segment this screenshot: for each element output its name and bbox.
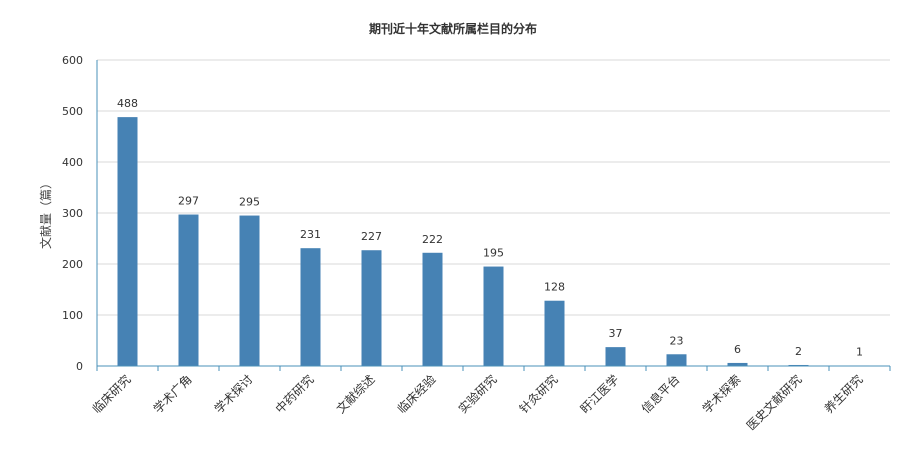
bar bbox=[300, 248, 321, 366]
bar bbox=[544, 300, 565, 366]
x-tick-label: 养生研究 bbox=[821, 372, 866, 417]
bar bbox=[666, 354, 687, 366]
bars bbox=[117, 117, 870, 367]
x-tick-label: 实验研究 bbox=[455, 372, 500, 417]
y-tick-label: 500 bbox=[62, 105, 83, 118]
y-tick-label: 100 bbox=[62, 309, 83, 322]
data-label: 297 bbox=[178, 195, 199, 208]
data-label: 222 bbox=[422, 233, 443, 246]
data-labels: 488 297 295 231 227 222 195 128 37 23 6 2 1 bbox=[117, 97, 863, 358]
x-tick-label: 盱江医学 bbox=[577, 372, 622, 417]
data-label: 128 bbox=[544, 281, 565, 294]
x-tick-label: 针灸研究 bbox=[516, 372, 561, 417]
data-label: 295 bbox=[239, 196, 260, 209]
data-label: 6 bbox=[734, 343, 741, 356]
y-tick-label: 400 bbox=[62, 156, 83, 169]
y-tick-label: 600 bbox=[62, 54, 83, 67]
bar bbox=[727, 362, 748, 366]
bar bbox=[483, 266, 504, 366]
x-tick-label: 学术探讨 bbox=[211, 372, 256, 417]
y-tick-label: 0 bbox=[76, 360, 83, 373]
data-label: 1 bbox=[856, 345, 863, 358]
bar bbox=[605, 347, 626, 366]
bar bbox=[239, 215, 260, 366]
bar bbox=[117, 117, 138, 367]
chart-title: 期刊近十年文献所属栏目的分布 bbox=[369, 21, 537, 36]
x-tick-label: 中药研究 bbox=[272, 372, 317, 417]
axes bbox=[96, 60, 891, 371]
y-tick-label: 200 bbox=[62, 258, 83, 271]
data-label: 488 bbox=[117, 97, 138, 110]
gridlines bbox=[97, 59, 890, 316]
x-tick-label: 文献综述 bbox=[333, 372, 378, 417]
x-tick-label: 学术探索 bbox=[699, 372, 744, 417]
data-label: 227 bbox=[361, 230, 382, 243]
bar bbox=[178, 214, 199, 366]
x-tick-label: 学术广角 bbox=[150, 372, 195, 417]
y-tick-label: 300 bbox=[62, 207, 83, 220]
data-label: 231 bbox=[300, 228, 321, 241]
bar bbox=[788, 364, 809, 366]
data-label: 2 bbox=[795, 345, 802, 358]
bar bbox=[361, 250, 382, 366]
x-tick-label: 信息平台 bbox=[638, 372, 683, 417]
data-label: 23 bbox=[670, 334, 684, 347]
data-label: 37 bbox=[609, 327, 623, 340]
x-tick-label: 医史文献研究 bbox=[743, 372, 805, 434]
x-tick-label: 临床研究 bbox=[89, 372, 134, 417]
data-label: 195 bbox=[483, 247, 504, 260]
y-axis-label: 文献量（篇） bbox=[38, 177, 53, 249]
x-tick-label: 临床经验 bbox=[394, 372, 439, 417]
bar bbox=[422, 252, 443, 366]
